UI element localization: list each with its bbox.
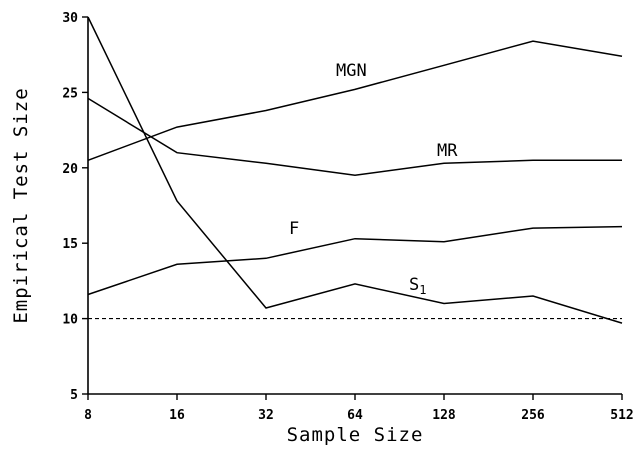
y-ticks: 5 10 15 20 25 30 xyxy=(62,11,88,403)
x-tick-label: 32 xyxy=(258,408,274,423)
series-label-mgn: MGN xyxy=(336,61,367,81)
series-label-s1: S1 xyxy=(409,275,426,297)
series-line-f xyxy=(87,225,623,296)
series-line-s1 xyxy=(87,16,623,324)
y-tick-label: 10 xyxy=(62,313,78,328)
x-tick-label: 128 xyxy=(432,408,456,423)
y-tick-label: 30 xyxy=(62,11,78,26)
series-line-mgn xyxy=(87,40,623,162)
y-axis-label: Empirical Test Size xyxy=(10,87,32,323)
series-label-mr: MR xyxy=(437,141,458,161)
x-tick-label: 16 xyxy=(169,408,185,423)
x-tick-label: 512 xyxy=(610,408,633,423)
series-line-mr xyxy=(87,97,622,177)
y-tick-label: 25 xyxy=(62,86,78,101)
x-axis-label: Sample Size xyxy=(287,424,424,446)
series-label-s1-subscript: 1 xyxy=(419,283,426,297)
series-label-f: F xyxy=(289,219,299,239)
x-ticks: 8 16 32 64 128 256 512 xyxy=(84,394,634,423)
y-tick-label: 5 xyxy=(70,388,78,403)
y-tick-label: 15 xyxy=(62,237,78,252)
x-tick-label: 8 xyxy=(84,408,92,423)
series-labels: MGN MR F S1 xyxy=(289,61,458,297)
series-lines xyxy=(87,16,623,324)
series-label-s1-main: S xyxy=(409,275,419,295)
y-tick-label: 20 xyxy=(62,162,78,177)
x-tick-label: 64 xyxy=(347,408,363,423)
x-tick-label: 256 xyxy=(521,408,545,423)
